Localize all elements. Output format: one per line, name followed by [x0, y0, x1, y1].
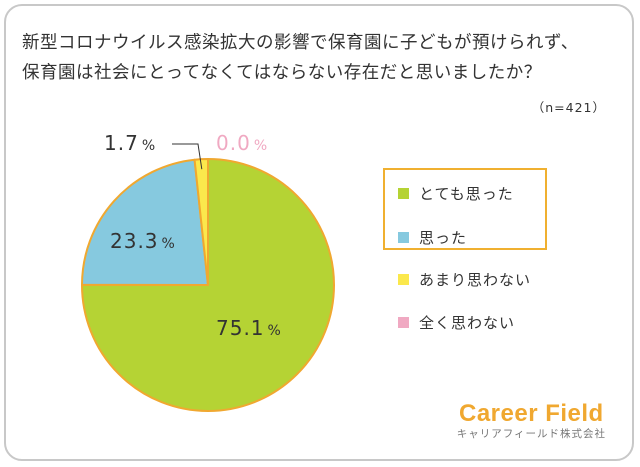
title-line-1: 新型コロナウイルス感染拡大の影響で保育園に子どもが預けられず、: [22, 33, 579, 53]
pie-slice-0: [81, 158, 335, 412]
legend-swatch-0: [398, 187, 409, 199]
brand-subtitle: キャリアフィールド株式会社: [456, 428, 606, 440]
legend-item-0: とても思った: [398, 182, 514, 204]
legend-item-3: 全く思わない: [398, 311, 515, 333]
data-label-1: 23.3%: [110, 229, 176, 253]
pie-slice-1: [81, 158, 209, 286]
sample-size: （n=421）: [531, 100, 606, 115]
legend-swatch-2: [398, 273, 409, 285]
legend-highlight-box: [383, 168, 547, 250]
legend-swatch-3: [398, 316, 409, 328]
legend-label-0: とても思った: [419, 184, 514, 203]
data-label-3: 0.0%: [216, 131, 268, 155]
data-label-0: 75.1%: [216, 316, 282, 340]
legend-swatch-1: [398, 231, 409, 243]
legend-label-2: あまり思わない: [419, 270, 532, 289]
leader-line-2: [172, 143, 203, 170]
chart-title: 新型コロナウイルス感染拡大の影響で保育園に子どもが預けられず、 保育園は社会にと…: [22, 28, 622, 88]
data-label-2: 1.7%: [104, 131, 156, 155]
pie-slice-2: [193, 158, 209, 286]
legend-label-3: 全く思わない: [419, 313, 516, 332]
title-line-2: 保育園は社会にとってなくてはならない存在だと思いましたか？: [22, 63, 542, 83]
legend-label-1: 思った: [419, 228, 468, 247]
legend-item-1: 思った: [398, 226, 467, 248]
brand-name: Career Field: [458, 400, 604, 427]
legend-item-2: あまり思わない: [398, 268, 531, 290]
legend: とても思った 思ったあまり思わない 全く思わない: [383, 168, 547, 339]
brand-logo: Career Field キャリアフィールド株式会社: [457, 401, 606, 441]
